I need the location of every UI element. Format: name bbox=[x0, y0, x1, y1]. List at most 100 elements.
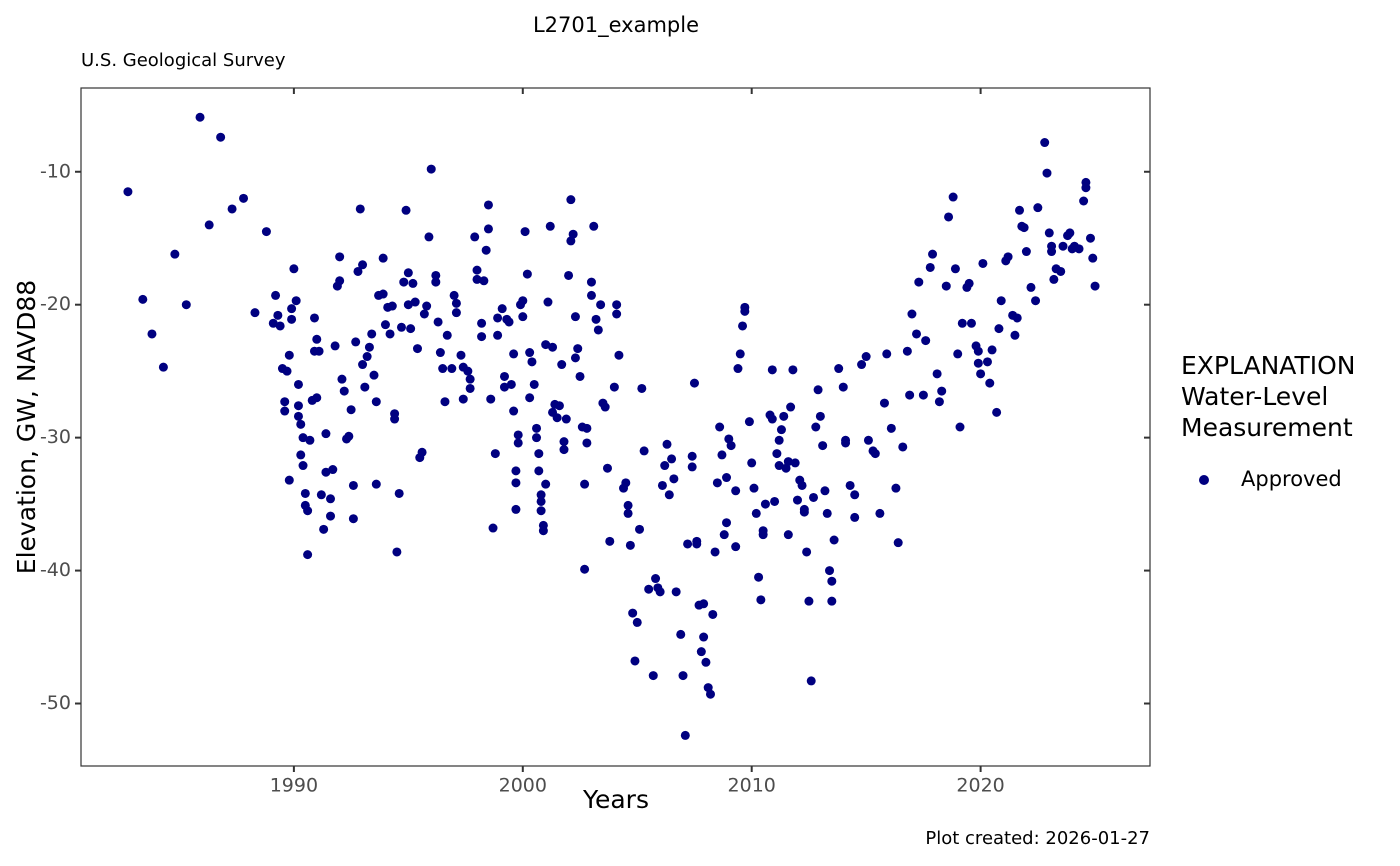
data-point bbox=[477, 318, 487, 328]
data-point bbox=[293, 401, 303, 411]
data-point bbox=[422, 301, 432, 311]
data-point bbox=[602, 463, 612, 473]
data-point bbox=[394, 488, 404, 498]
legend-title: Measurement bbox=[1181, 413, 1353, 442]
data-point bbox=[580, 564, 590, 574]
data-point bbox=[841, 438, 851, 448]
data-point bbox=[705, 689, 715, 699]
data-point bbox=[628, 608, 638, 618]
data-point bbox=[944, 212, 954, 222]
data-point bbox=[419, 309, 429, 319]
data-point bbox=[520, 227, 530, 237]
data-point bbox=[586, 290, 596, 300]
data-point bbox=[625, 540, 635, 550]
data-point bbox=[536, 496, 546, 506]
data-point bbox=[261, 227, 271, 237]
data-point bbox=[976, 369, 986, 379]
x-tick-label: 2010 bbox=[728, 775, 776, 797]
data-point bbox=[561, 414, 571, 424]
data-point bbox=[1012, 313, 1022, 323]
data-point bbox=[692, 539, 702, 549]
data-point bbox=[687, 451, 697, 461]
data-point bbox=[957, 318, 967, 328]
data-point bbox=[806, 676, 816, 686]
data-point bbox=[982, 357, 992, 367]
data-point bbox=[509, 406, 519, 416]
data-point bbox=[293, 411, 303, 421]
data-point bbox=[632, 617, 642, 627]
data-point bbox=[987, 345, 997, 355]
data-point bbox=[733, 364, 743, 374]
data-point bbox=[774, 461, 784, 471]
data-point bbox=[774, 435, 784, 445]
data-point bbox=[346, 405, 356, 415]
data-point bbox=[813, 385, 823, 395]
data-point bbox=[671, 587, 681, 597]
data-point bbox=[973, 346, 983, 356]
data-point bbox=[804, 596, 814, 606]
data-point bbox=[747, 458, 757, 468]
data-point bbox=[326, 494, 336, 504]
data-point bbox=[378, 253, 388, 263]
data-point bbox=[978, 258, 988, 268]
data-point bbox=[319, 524, 329, 534]
data-point bbox=[818, 441, 828, 451]
data-point bbox=[456, 350, 466, 360]
data-point bbox=[715, 422, 725, 432]
data-point bbox=[353, 266, 363, 276]
data-point bbox=[955, 422, 965, 432]
data-point bbox=[570, 353, 580, 363]
data-point bbox=[575, 371, 585, 381]
data-point bbox=[726, 441, 736, 451]
y-axis-label: Elevation, GW, NAVD88 bbox=[12, 280, 41, 574]
data-point bbox=[772, 449, 782, 459]
data-point bbox=[335, 276, 345, 286]
data-point bbox=[532, 433, 542, 443]
data-point bbox=[360, 382, 370, 392]
data-point bbox=[1010, 330, 1020, 340]
data-point bbox=[271, 290, 281, 300]
data-point bbox=[534, 466, 544, 476]
plot-panel bbox=[80, 87, 1151, 767]
data-point bbox=[639, 446, 649, 456]
data-point bbox=[348, 480, 358, 490]
data-point bbox=[669, 474, 679, 484]
data-point bbox=[227, 204, 237, 214]
x-tick-label: 1990 bbox=[270, 775, 318, 797]
data-point bbox=[371, 397, 381, 407]
data-point bbox=[589, 221, 599, 231]
data-point bbox=[1085, 233, 1095, 243]
data-point bbox=[559, 445, 569, 455]
data-point bbox=[600, 402, 610, 412]
data-point bbox=[573, 344, 583, 354]
data-point bbox=[305, 435, 315, 445]
data-point bbox=[293, 379, 303, 389]
data-point bbox=[1065, 228, 1075, 238]
data-point bbox=[1031, 296, 1041, 306]
data-point bbox=[792, 495, 802, 505]
data-point bbox=[678, 671, 688, 681]
data-point bbox=[815, 411, 825, 421]
data-point bbox=[1090, 281, 1100, 291]
data-point bbox=[451, 298, 461, 308]
data-point bbox=[326, 511, 336, 521]
data-point bbox=[605, 536, 615, 546]
data-point bbox=[518, 312, 528, 322]
y-tick-label: -30 bbox=[40, 426, 71, 448]
data-point bbox=[330, 341, 340, 351]
data-point bbox=[950, 264, 960, 274]
data-point bbox=[552, 413, 562, 423]
data-point bbox=[886, 423, 896, 433]
legend-marker bbox=[1199, 475, 1209, 485]
data-point bbox=[609, 382, 619, 392]
data-point bbox=[463, 366, 473, 376]
data-point bbox=[964, 278, 974, 288]
data-point bbox=[953, 349, 963, 359]
data-point bbox=[554, 401, 564, 411]
data-point bbox=[280, 406, 290, 416]
data-point bbox=[280, 397, 290, 407]
data-point bbox=[369, 370, 379, 380]
data-point bbox=[902, 346, 912, 356]
data-point bbox=[662, 439, 672, 449]
data-point bbox=[928, 249, 938, 259]
